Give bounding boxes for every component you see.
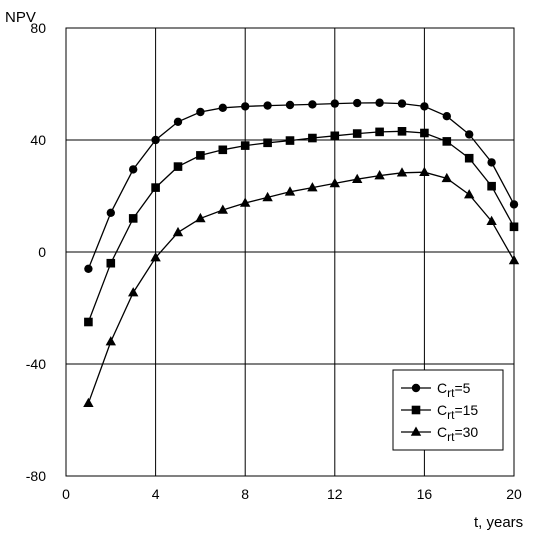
- data-point: [218, 145, 228, 155]
- data-point: [308, 133, 317, 143]
- plot-frame: [65, 27, 515, 477]
- data-point: [105, 336, 116, 346]
- data-point: [308, 100, 317, 109]
- legend-label: Crt=15: [437, 402, 478, 422]
- data-point: [196, 107, 205, 117]
- data-point: [106, 208, 116, 217]
- y-tick-label: 40: [30, 132, 46, 148]
- data-point: [196, 151, 205, 160]
- data-point: [465, 130, 474, 139]
- data-point: [240, 197, 251, 207]
- legend-marker: [411, 405, 421, 415]
- y-tick-labels: -80 -40 0 40 80: [26, 20, 46, 484]
- data-point: [509, 222, 519, 232]
- legend-marker: [410, 426, 422, 436]
- y-tick-label: 0: [38, 244, 46, 260]
- series-line: [87, 171, 515, 404]
- series-line: [87, 130, 515, 323]
- data-point: [486, 215, 497, 225]
- data-point: [128, 214, 138, 223]
- data-point: [375, 98, 384, 107]
- data-point: [150, 252, 161, 262]
- data-point: [218, 103, 227, 113]
- data-point: [240, 141, 250, 150]
- data-point: [464, 189, 475, 199]
- legend-item: Crt=15: [401, 402, 478, 422]
- data-point: [307, 182, 318, 192]
- x-tick-label: 20: [506, 486, 522, 502]
- data-point: [285, 136, 295, 145]
- data-point: [397, 99, 407, 108]
- legend-item: Crt=5: [401, 380, 471, 400]
- x-axis-label: t, years: [474, 514, 523, 531]
- data-point: [151, 183, 160, 192]
- data-point: [84, 264, 93, 273]
- data-point: [285, 100, 295, 110]
- data-point: [397, 127, 407, 136]
- data-point: [508, 254, 520, 265]
- data-point: [151, 135, 160, 145]
- data-point: [83, 397, 94, 407]
- y-tick-label: 80: [30, 20, 46, 36]
- data-point: [263, 138, 272, 148]
- data-point: [129, 165, 138, 174]
- data-point: [217, 204, 228, 214]
- data-point: [419, 166, 430, 176]
- data-point: [330, 131, 340, 141]
- data-point: [84, 317, 93, 327]
- data-point: [420, 128, 429, 138]
- data-point: [262, 191, 273, 202]
- data-point: [195, 212, 206, 223]
- y-axis-label: NPV: [5, 9, 36, 26]
- data-point: [329, 177, 340, 188]
- data-point: [464, 153, 474, 163]
- series-triangle: [83, 166, 520, 407]
- legend-item: Crt=30: [401, 424, 478, 444]
- data-point: [352, 173, 363, 183]
- legend-label: Crt=5: [437, 380, 471, 400]
- x-tick-label: 16: [417, 486, 433, 502]
- y-tick-label: -40: [26, 356, 46, 372]
- data-point: [487, 158, 496, 167]
- x-tick-label: 0: [62, 486, 70, 502]
- data-point: [352, 129, 362, 138]
- data-point: [330, 99, 339, 108]
- data-point: [173, 162, 183, 171]
- data-point: [106, 258, 116, 268]
- data-point: [353, 98, 362, 108]
- data-point: [420, 102, 429, 111]
- series-circle: [84, 98, 519, 273]
- data-point: [374, 170, 385, 180]
- data-point: [509, 200, 519, 209]
- data-point: [172, 226, 184, 237]
- data-point: [442, 137, 452, 146]
- x-tick-label: 12: [327, 486, 343, 502]
- data-point: [487, 181, 496, 191]
- data-point: [441, 172, 452, 183]
- data-point: [128, 287, 139, 297]
- legend-label: Crt=30: [437, 424, 478, 444]
- data-point: [173, 117, 183, 127]
- series-layer: [83, 98, 520, 407]
- data-point: [442, 112, 451, 121]
- data-point: [263, 101, 272, 110]
- x-tick-label: 8: [241, 486, 249, 502]
- data-point: [396, 167, 408, 177]
- x-tick-labels: 0 4 8 12 16 20: [62, 486, 522, 502]
- data-point: [284, 186, 296, 196]
- series-square: [84, 127, 519, 327]
- x-tick-label: 4: [152, 486, 160, 502]
- legend-marker: [411, 383, 421, 393]
- y-tick-label: -80: [26, 468, 46, 484]
- data-point: [241, 102, 250, 111]
- data-point: [375, 127, 384, 137]
